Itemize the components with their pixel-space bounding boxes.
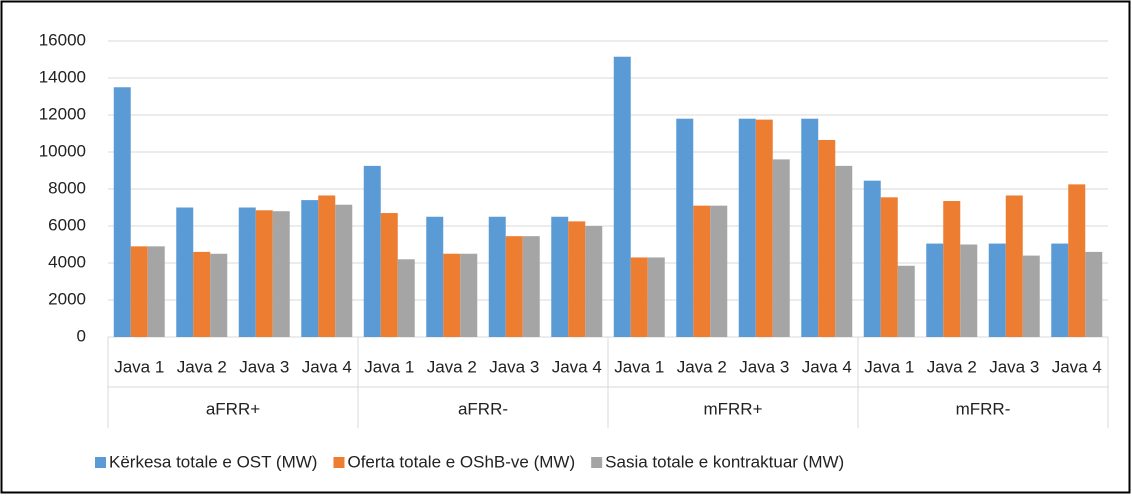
bar — [380, 213, 398, 337]
bar — [255, 210, 273, 337]
bar — [1022, 255, 1040, 337]
bar — [460, 253, 478, 337]
bar — [1051, 243, 1069, 337]
y-tick-label: 8000 — [48, 178, 86, 197]
bar — [818, 139, 836, 337]
bar — [710, 205, 728, 337]
group-label: aFRR- — [458, 399, 508, 418]
bar — [926, 243, 944, 337]
legend-swatch — [591, 457, 603, 468]
legend-label: Sasia totale e kontraktuar (MW) — [605, 452, 844, 471]
bar — [630, 257, 648, 337]
bar — [613, 56, 631, 337]
bar — [1005, 195, 1023, 337]
legend-swatch — [333, 457, 345, 468]
bar — [676, 118, 694, 337]
x-tick-label: Java 4 — [302, 357, 352, 376]
bar — [301, 200, 319, 337]
bar — [210, 253, 228, 337]
x-tick-label: Java 1 — [864, 357, 914, 376]
bar — [693, 205, 711, 337]
x-tick-label: Java 2 — [427, 357, 477, 376]
bar — [113, 87, 131, 337]
bar — [585, 226, 603, 337]
bar — [130, 246, 148, 337]
bar — [568, 221, 586, 337]
x-tick-label: Java 1 — [114, 357, 164, 376]
x-tick-label: Java 2 — [177, 357, 227, 376]
bar — [238, 207, 256, 337]
bar — [443, 253, 461, 337]
bar — [647, 257, 665, 337]
bar — [863, 180, 881, 337]
bar — [488, 216, 506, 337]
legend-swatch — [95, 457, 106, 468]
bar — [897, 265, 915, 337]
legend-label: Oferta totale e OShB-ve (MW) — [347, 452, 575, 471]
bar — [738, 118, 756, 337]
y-tick-label: 0 — [77, 326, 86, 345]
legend-label: Kërkesa totale e OST (MW) — [109, 452, 317, 471]
bar — [176, 207, 194, 337]
bar — [426, 216, 444, 337]
x-tick-label: Java 1 — [364, 357, 414, 376]
bar — [272, 211, 290, 337]
bar — [801, 118, 819, 337]
x-tick-label: Java 1 — [614, 357, 664, 376]
bar — [397, 259, 415, 337]
x-tick-label: Java 2 — [927, 357, 977, 376]
bar — [335, 204, 353, 337]
bar — [755, 119, 773, 337]
y-tick-label: 14000 — [39, 67, 86, 86]
bar — [988, 243, 1006, 337]
bar — [1068, 184, 1086, 337]
x-tick-label: Java 3 — [739, 357, 789, 376]
y-tick-label: 16000 — [39, 30, 86, 49]
group-label: aFRR+ — [206, 399, 260, 418]
bar — [193, 251, 211, 337]
bar — [522, 236, 540, 337]
x-tick-label: Java 3 — [489, 357, 539, 376]
bar — [147, 246, 165, 337]
bar — [1085, 251, 1103, 337]
x-tick-label: Java 4 — [802, 357, 852, 376]
y-tick-label: 2000 — [48, 289, 86, 308]
y-tick-label: 12000 — [39, 104, 86, 123]
y-tick-label: 10000 — [39, 141, 86, 160]
x-tick-label: Java 4 — [552, 357, 602, 376]
group-label: mFRR+ — [703, 399, 762, 418]
bar — [505, 236, 523, 337]
x-tick-label: Java 2 — [677, 357, 727, 376]
x-tick-label: Java 4 — [1052, 357, 1102, 376]
x-tick-label: Java 3 — [239, 357, 289, 376]
bar — [363, 165, 381, 337]
y-tick-label: 6000 — [48, 215, 86, 234]
y-tick-label: 4000 — [48, 252, 86, 271]
bar — [880, 197, 898, 337]
bar — [551, 216, 569, 337]
bar — [835, 165, 853, 337]
x-tick-label: Java 3 — [989, 357, 1039, 376]
bar — [318, 195, 336, 337]
bar — [960, 244, 978, 337]
group-label: mFRR- — [956, 399, 1011, 418]
bar — [772, 159, 790, 337]
bar — [943, 201, 961, 337]
